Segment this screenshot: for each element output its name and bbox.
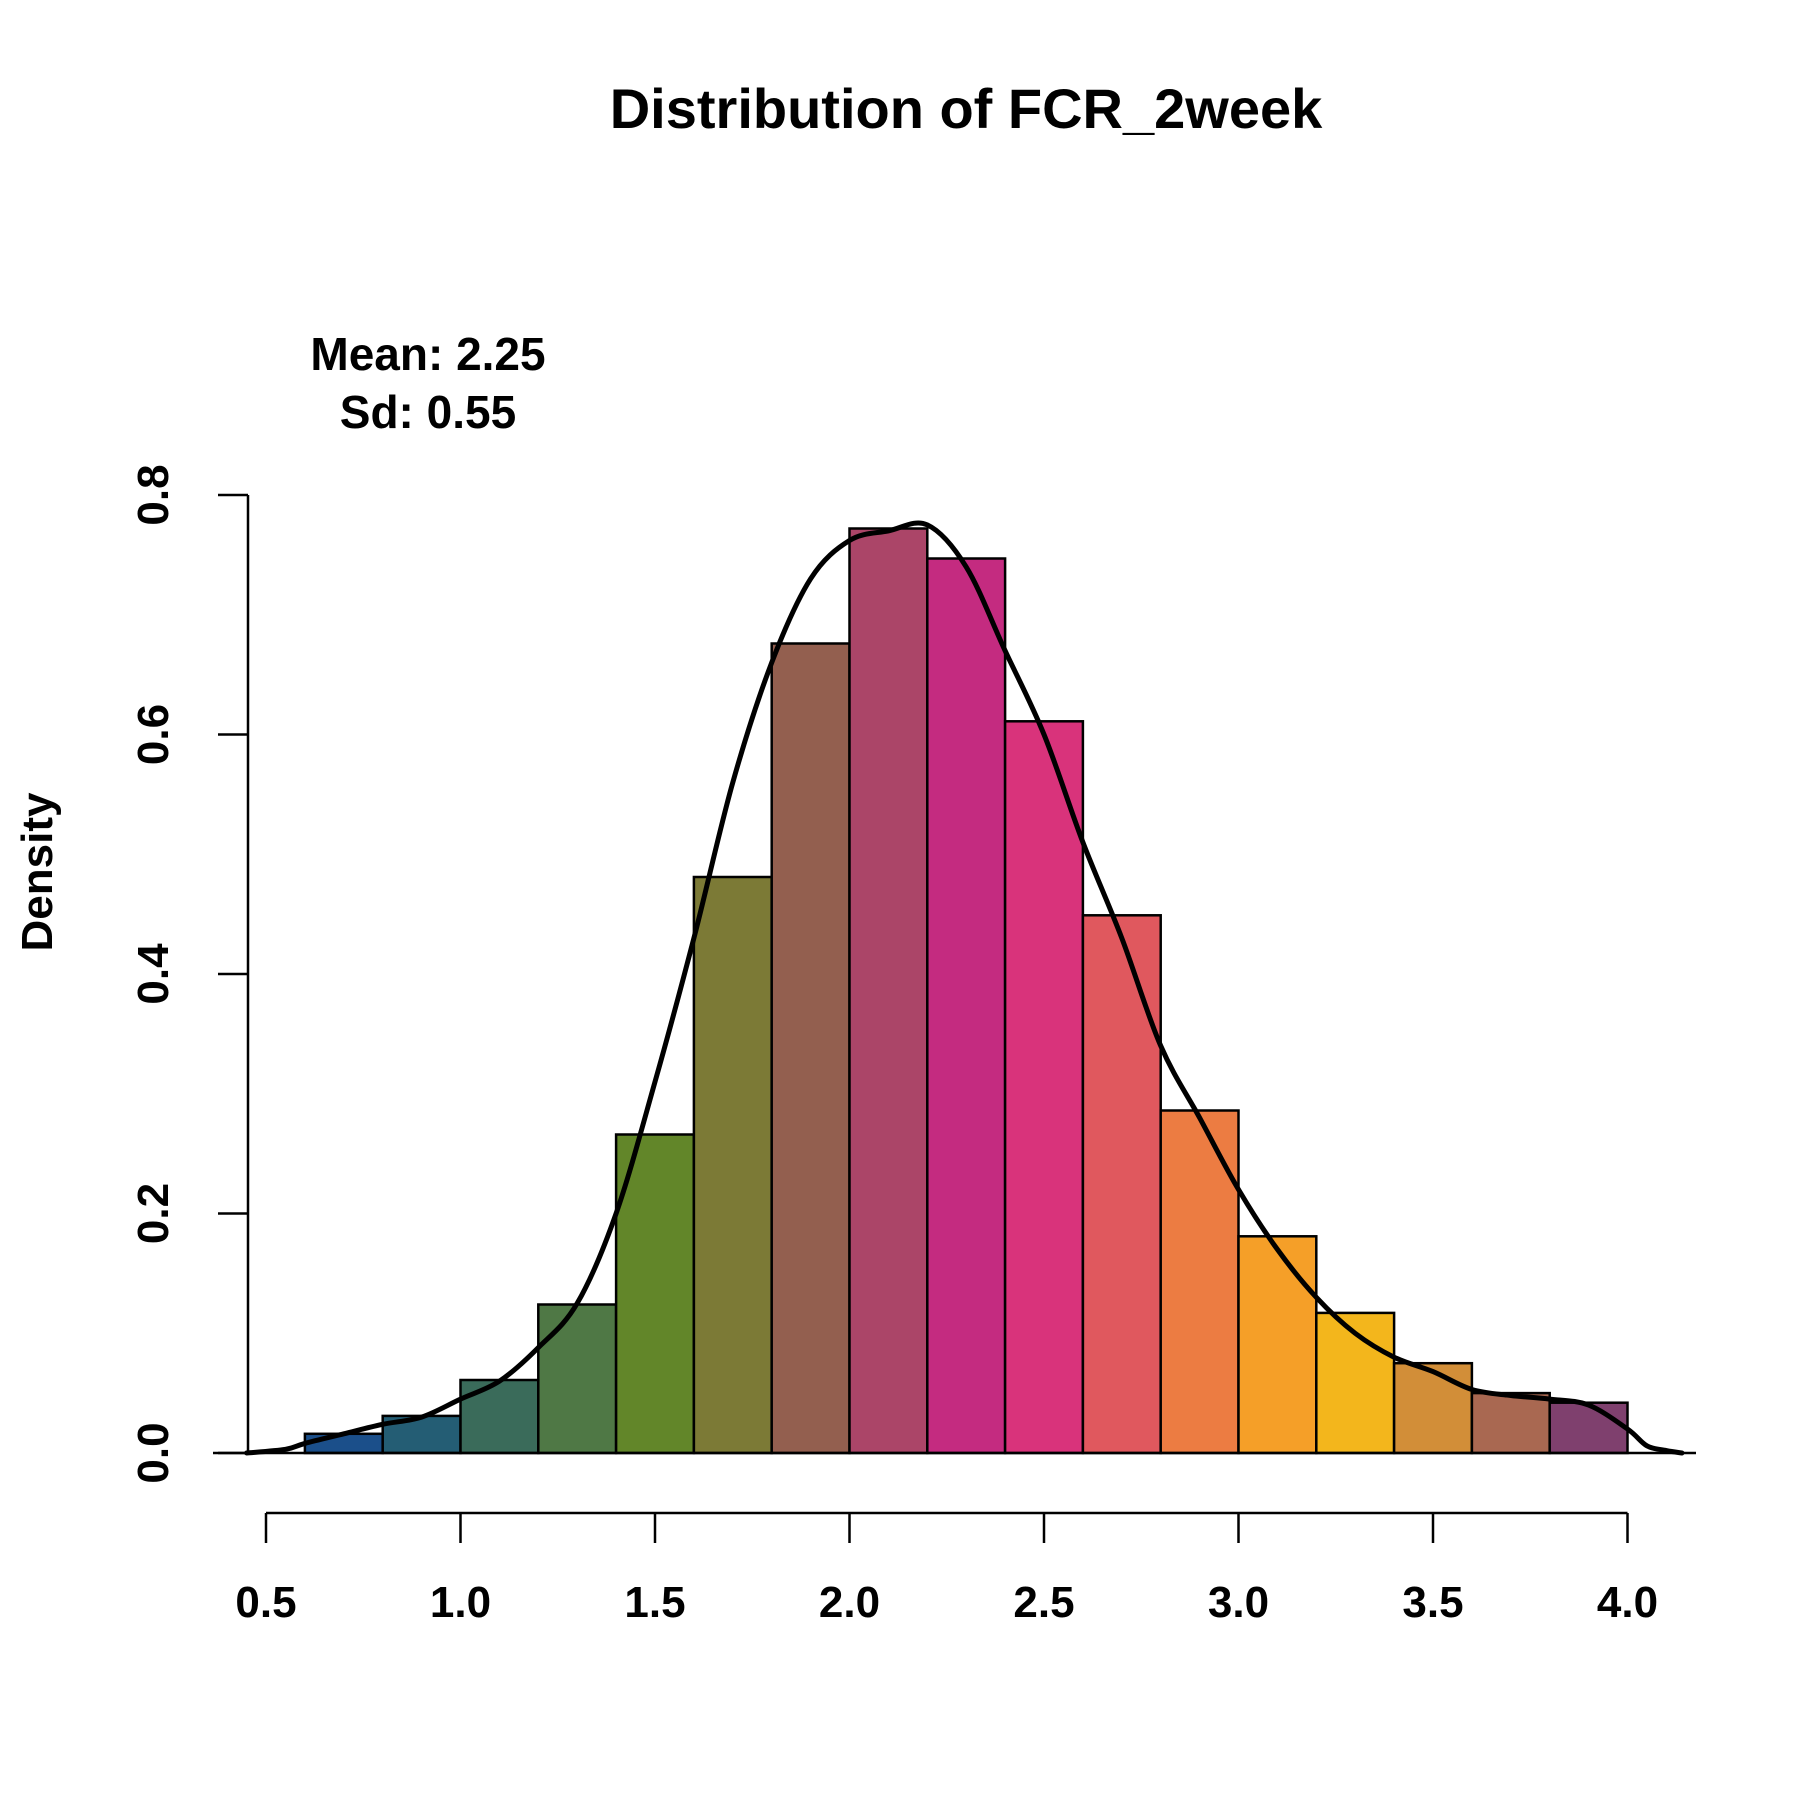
histogram-bar [537,1303,618,1455]
chart-title: Distribution of FCR_2week [610,77,1323,140]
y-tick-label: 0.0 [129,1422,178,1483]
x-tick-label: 3.0 [1208,1578,1269,1627]
histogram-bar [1470,1391,1551,1455]
sd-annotation: Sd: 0.55 [340,386,516,438]
y-tick-label: 0.6 [129,704,178,765]
x-tick-label: 0.5 [235,1578,296,1627]
x-tick-label: 1.0 [430,1578,491,1627]
histogram-bar [1392,1361,1474,1455]
histogram-bar [848,527,929,1455]
y-tick-label: 0.4 [129,943,178,1005]
x-tick-label: 2.5 [1013,1578,1074,1627]
x-tick-label: 3.5 [1402,1578,1463,1627]
histogram-bar [1159,1109,1240,1455]
bars-group [303,527,1629,1455]
y-axis-label: Density [13,792,62,951]
histogram-bar [770,642,851,1455]
density-curve [244,520,1685,1456]
histogram-bar [303,1432,384,1455]
histogram-bar [926,557,1007,1455]
x-tick-label: 2.0 [819,1578,880,1627]
histogram-bar [692,875,773,1455]
y-tick-label: 0.2 [129,1183,178,1244]
x-tick-label: 4.0 [1597,1578,1658,1627]
histogram-bar [614,1133,696,1455]
mean-annotation: Mean: 2.25 [310,328,545,380]
histogram-bar [1237,1235,1318,1455]
histogram-bar [459,1378,540,1455]
y-tick-label: 0.8 [129,464,178,525]
histogram-bar [1081,914,1162,1455]
histogram-bar [1003,720,1085,1455]
axes-group: 0.0 0.2 0.4 0.6 0.8 0.5 1.0 1.5 2.0 2.5 3.0 3.5 4.0 [129,464,1696,1627]
histogram-bar [1548,1401,1629,1455]
x-tick-label: 1.5 [624,1578,685,1627]
